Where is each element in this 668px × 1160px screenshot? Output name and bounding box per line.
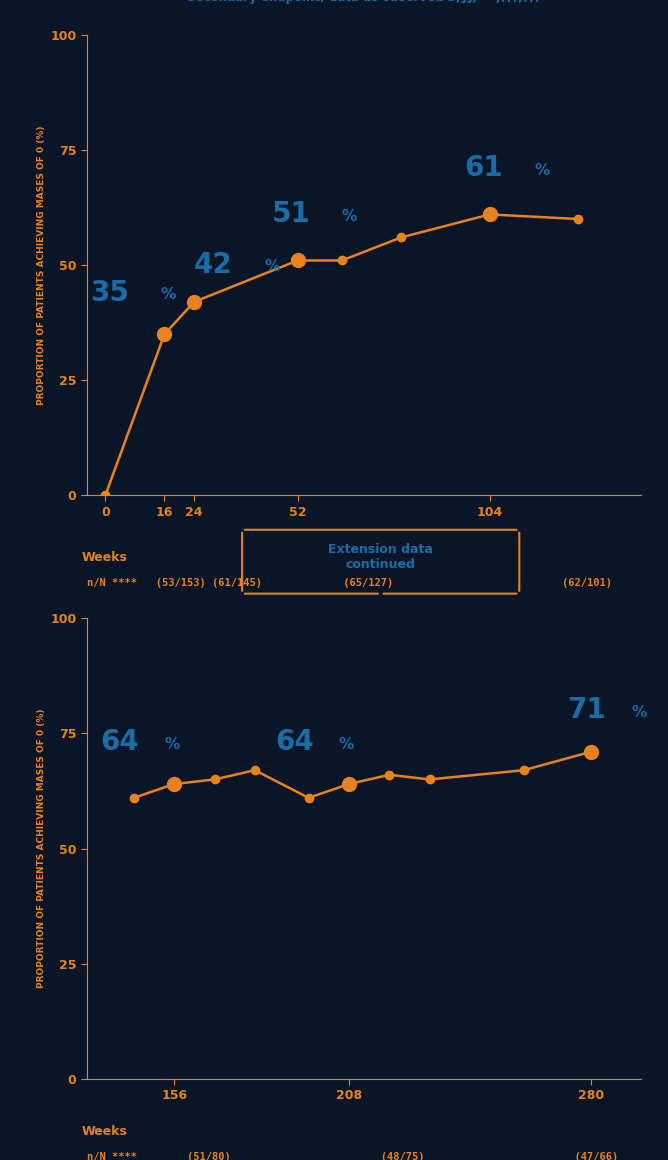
- Text: 35: 35: [91, 278, 130, 306]
- Text: %: %: [164, 737, 180, 752]
- Y-axis label: PROPORTION OF PATIENTS ACHIEVING MASES OF 0 (%): PROPORTION OF PATIENTS ACHIEVING MASES O…: [37, 125, 46, 405]
- Text: 51: 51: [272, 201, 311, 229]
- Text: Secondary endpoint; data as observed 3,§§,***,†††,‡‡‡: Secondary endpoint; data as observed 3,§…: [188, 0, 540, 5]
- Text: n/N ****        (51/80)                        (48/75)                        (4: n/N **** (51/80) (48/75) (4: [87, 1153, 618, 1160]
- Y-axis label: PROPORTION OF PATIENTS ACHIEVING MASES OF 0 (%): PROPORTION OF PATIENTS ACHIEVING MASES O…: [37, 709, 46, 988]
- Text: 71: 71: [567, 696, 606, 724]
- Text: %: %: [161, 287, 176, 302]
- Text: 64: 64: [275, 728, 314, 756]
- Text: n/N ****   (53/153) (61/145)             (65/127)                           (62/: n/N **** (53/153) (61/145) (65/127) (62/: [87, 579, 612, 588]
- Text: %: %: [339, 737, 354, 752]
- Text: %: %: [265, 260, 279, 274]
- Text: 42: 42: [194, 251, 232, 278]
- Text: %: %: [342, 209, 357, 224]
- Text: 61: 61: [464, 154, 502, 182]
- Text: 64: 64: [100, 728, 139, 756]
- Text: %: %: [631, 704, 647, 719]
- Text: Extension data
continued: Extension data continued: [328, 543, 433, 571]
- Text: %: %: [534, 162, 549, 177]
- Text: Weeks: Weeks: [81, 551, 127, 564]
- Text: Weeks: Weeks: [81, 1125, 127, 1138]
